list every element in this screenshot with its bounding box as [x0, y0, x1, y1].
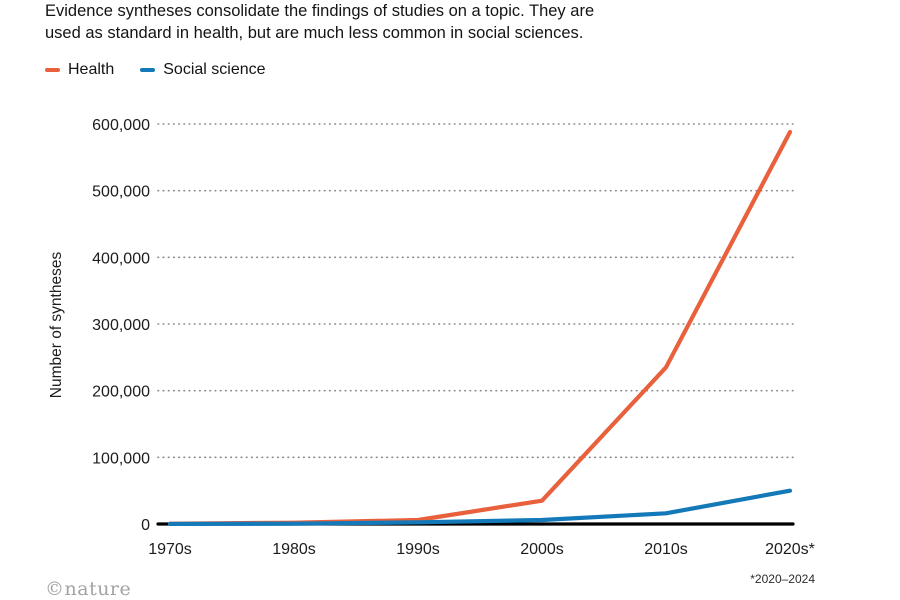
x-tick-label: 1990s	[396, 541, 440, 558]
legend-label-health: Health	[68, 61, 115, 78]
chart-area: 0 100,000 200,000 300,000 400,000 500,000 600,…	[0, 96, 900, 576]
y-tick-label: 300,000	[92, 317, 150, 334]
x-tick-label: 2010s	[644, 541, 688, 558]
y-tick-label: 200,000	[92, 384, 150, 401]
legend-item-health: Health	[45, 61, 114, 79]
x-tick-label: 2020s*	[765, 541, 815, 558]
chart-description-line1: Evidence syntheses consolidate the findi…	[45, 2, 595, 20]
line-chart: 0 100,000 200,000 300,000 400,000 500,000 600,…	[92, 117, 815, 558]
social-science-line-swatch-icon	[140, 67, 156, 73]
x-tick-label: 1970s	[148, 541, 192, 558]
footnote: *2020–2024	[750, 572, 815, 586]
chart-description: Evidence syntheses consolidate the findi…	[45, 0, 594, 44]
y-tick-label: 0	[141, 517, 150, 534]
y-tick-label: 500,000	[92, 184, 150, 201]
legend-item-social-science: Social science	[140, 61, 266, 79]
series-line-social-science	[167, 488, 793, 527]
y-tick-label: 100,000	[92, 450, 150, 467]
chart-description-line2: used as standard in health, but are much…	[45, 24, 584, 42]
y-tick-label: 400,000	[92, 250, 150, 267]
legend: Health Social science	[45, 61, 266, 79]
x-tick-label: 1980s	[272, 541, 316, 558]
y-axis-title: Number of syntheses	[48, 251, 65, 399]
health-line-swatch-icon	[45, 67, 60, 73]
legend-label-social-science: Social science	[163, 61, 266, 78]
y-tick-label: 600,000	[92, 117, 150, 134]
nature-logo: ©nature	[45, 578, 132, 600]
x-tick-label: 2000s	[520, 541, 564, 558]
